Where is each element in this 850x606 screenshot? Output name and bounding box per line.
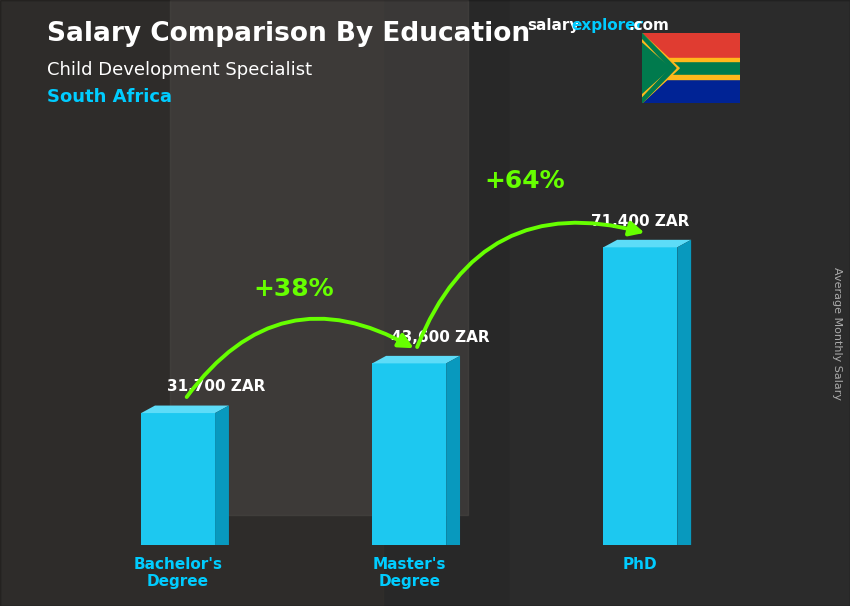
Polygon shape xyxy=(215,405,229,545)
Text: .com: .com xyxy=(629,18,670,33)
Text: 43,600 ZAR: 43,600 ZAR xyxy=(391,330,490,345)
Bar xyxy=(642,58,740,61)
Polygon shape xyxy=(677,240,691,545)
Text: explorer: explorer xyxy=(571,18,643,33)
Text: 71,400 ZAR: 71,400 ZAR xyxy=(591,213,689,228)
Bar xyxy=(642,75,740,79)
Text: +38%: +38% xyxy=(253,277,334,301)
Bar xyxy=(642,59,740,77)
Text: 31,700 ZAR: 31,700 ZAR xyxy=(167,379,265,395)
Polygon shape xyxy=(372,356,460,364)
Text: Average Monthly Salary: Average Monthly Salary xyxy=(832,267,842,400)
Polygon shape xyxy=(446,356,460,545)
Bar xyxy=(0,0,382,606)
Polygon shape xyxy=(642,33,679,103)
Bar xyxy=(141,413,215,545)
Bar xyxy=(372,364,446,545)
Text: Child Development Specialist: Child Development Specialist xyxy=(47,61,312,79)
Polygon shape xyxy=(642,33,677,103)
Text: salary: salary xyxy=(527,18,580,33)
Bar xyxy=(604,247,677,545)
Text: South Africa: South Africa xyxy=(47,88,172,106)
Bar xyxy=(510,0,850,606)
Polygon shape xyxy=(141,405,229,413)
Text: +64%: +64% xyxy=(484,169,565,193)
Bar xyxy=(170,0,468,515)
Bar xyxy=(642,68,740,103)
Polygon shape xyxy=(642,39,674,98)
Text: Salary Comparison By Education: Salary Comparison By Education xyxy=(47,21,530,47)
Polygon shape xyxy=(604,240,691,247)
Polygon shape xyxy=(642,33,676,103)
Bar xyxy=(642,33,740,68)
